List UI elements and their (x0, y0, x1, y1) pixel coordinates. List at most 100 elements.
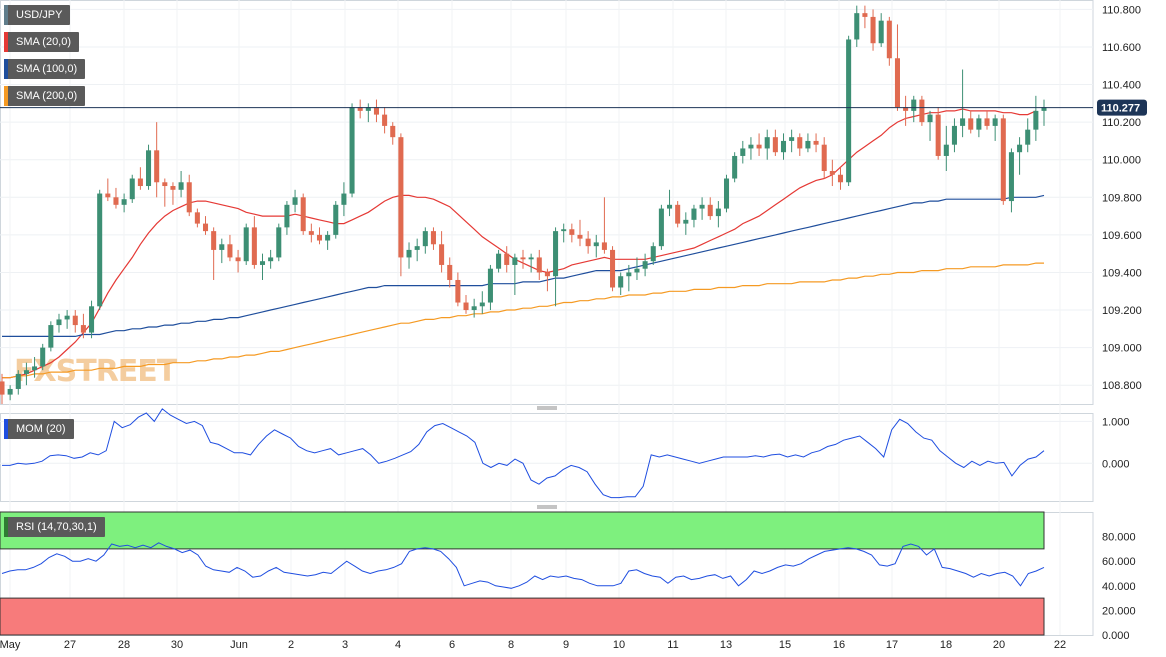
candle-body-122 (992, 118, 998, 126)
candle-body-1 (7, 388, 13, 395)
x-tick-label-13: 13 (720, 639, 732, 651)
candle-body-91 (740, 148, 746, 156)
candle-body-44 (357, 107, 363, 111)
x-tick-label-10: 9 (563, 639, 569, 651)
candle-body-88 (715, 208, 721, 217)
panel-frame-1 (0, 413, 1094, 502)
candle-body-38 (308, 231, 314, 235)
candle-body-7 (56, 319, 62, 326)
candle-body-58 (471, 306, 477, 311)
ma-line-sma-200-0- (2, 262, 1044, 379)
x-tick-label-0: May (0, 639, 21, 651)
x-tick-label-9: 8 (508, 639, 514, 651)
candle-body-53 (430, 231, 436, 245)
candle-body-51 (414, 246, 420, 250)
mom-legend-label: MOM (20) (16, 423, 66, 435)
candle-body-69 (561, 229, 567, 232)
mom-legend: MOM (20) (4, 419, 74, 439)
candle-body-39 (316, 234, 323, 241)
candle-body-70 (569, 229, 575, 235)
candle-body-14 (113, 197, 119, 205)
candle-body-33 (268, 257, 274, 262)
candle-body-3 (23, 370, 29, 374)
x-tick-label-16: 17 (886, 639, 898, 651)
candle-body-6 (48, 325, 54, 348)
y-tick-label-4: 110.000 (1102, 155, 1141, 167)
candle-body-111 (903, 107, 909, 111)
candle-body-37 (300, 197, 306, 232)
candle-body-42 (341, 193, 347, 205)
y-tick-label-9: 109.000 (1102, 343, 1142, 355)
y-tick-label-0: 110.800 (1102, 4, 1141, 16)
rsi-y-tick-label-2: 40.000 (1102, 581, 1136, 593)
candle-body-124 (1008, 152, 1014, 202)
candle-body-72 (585, 238, 591, 247)
candle-body-119 (968, 118, 974, 130)
candle-body-128 (1041, 107, 1047, 111)
candle-body-59 (479, 302, 485, 307)
legend-item-0[interactable]: USD/JPY (4, 5, 71, 25)
mom-y-tick-label-1: 0.000 (1102, 458, 1130, 470)
y-tick-label-6: 109.600 (1102, 230, 1142, 242)
last-price-label: 110.277 (1101, 103, 1140, 115)
panel-frame-0 (0, 0, 1094, 405)
legend-item-1[interactable]: SMA (20,0) (4, 32, 80, 52)
legend-swatch (4, 32, 8, 52)
candle-body-71 (577, 234, 583, 239)
candle-body-50 (406, 249, 412, 258)
candle-body-92 (748, 144, 754, 149)
rsi-legend: RSI (14,70,30,1) (4, 517, 105, 537)
candle-body-56 (455, 279, 461, 303)
candle-body-10 (80, 325, 86, 333)
candle-body-113 (919, 99, 925, 123)
candle-body-34 (276, 227, 282, 258)
candle-body-81 (658, 208, 664, 247)
candle-body-24 (194, 212, 200, 224)
candle-body-116 (943, 144, 949, 156)
ma-line-sma-20-0- (2, 108, 1037, 379)
candle-body-20 (162, 182, 168, 187)
candle-body-15 (121, 199, 127, 205)
rsi-y-tick-label-3: 20.000 (1102, 605, 1136, 617)
candle-body-108 (878, 20, 884, 44)
candle-body-4 (32, 366, 38, 371)
candle-body-67 (544, 272, 550, 277)
candle-body-120 (976, 118, 982, 130)
candle-body-32 (259, 261, 266, 265)
candle-body-101 (821, 144, 827, 171)
candle-body-68 (553, 231, 559, 277)
candle-body-96 (780, 140, 787, 153)
candle-body-123 (1000, 118, 1006, 202)
legend-label: USD/JPY (16, 9, 63, 21)
x-tick-label-3: 30 (171, 639, 183, 651)
legend-label: SMA (100,0) (16, 63, 78, 75)
y-tick-label-3: 110.200 (1102, 117, 1141, 129)
x-tick-label-2: 28 (118, 639, 130, 651)
candle-body-28 (227, 244, 233, 258)
candle-body-97 (789, 137, 795, 141)
y-tick-label-10: 108.800 (1102, 380, 1142, 392)
candle-body-75 (610, 249, 616, 288)
candle-body-84 (683, 219, 689, 224)
candle-body-17 (137, 178, 143, 187)
candle-body-110 (894, 58, 900, 108)
candle-body-48 (390, 125, 396, 138)
legend-item-2[interactable]: SMA (100,0) (4, 59, 86, 79)
rsi-overbought-zone (0, 511, 1045, 550)
candle-body-98 (797, 137, 803, 149)
candle-body-36 (292, 197, 298, 205)
candle-body-105 (854, 13, 860, 40)
candle-body-103 (837, 174, 844, 183)
candle-body-29 (235, 257, 241, 262)
candle-body-13 (105, 193, 111, 198)
candle-body-54 (439, 244, 445, 265)
legend-item-3[interactable]: SMA (200,0) (4, 86, 86, 106)
candle-body-19 (154, 150, 160, 183)
rsi-y-tick-label-0: 80.000 (1102, 532, 1136, 544)
candle-body-57 (463, 302, 469, 311)
legend-swatch (4, 59, 8, 79)
candle-body-115 (935, 114, 941, 156)
candle-body-74 (601, 242, 607, 250)
candle-body-82 (667, 204, 673, 209)
